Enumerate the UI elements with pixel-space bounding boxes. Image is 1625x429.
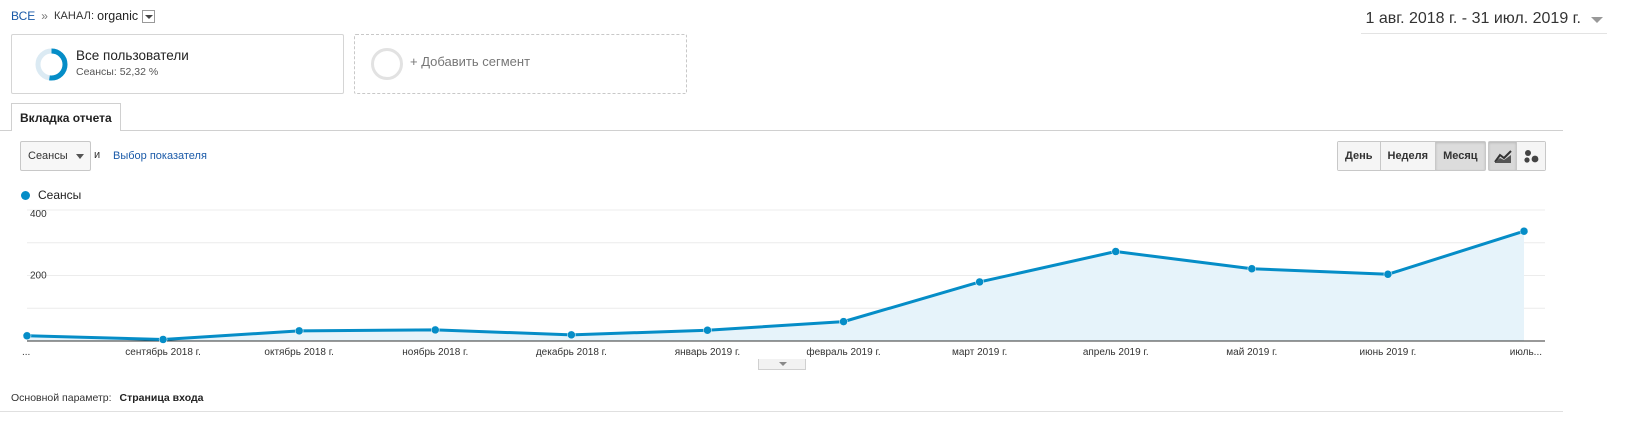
breadcrumb-separator: »: [41, 9, 48, 23]
segment-ring-icon: [35, 48, 68, 81]
channel-dropdown-button[interactable]: [142, 9, 156, 23]
date-range-picker[interactable]: 1 авг. 2018 г. - 31 июл. 2019 г.: [1361, 4, 1607, 34]
x-tick-label: июнь 2019 г.: [1359, 347, 1416, 358]
metric-and-label: и: [94, 149, 101, 161]
y-tick-label: 400: [30, 209, 47, 220]
sessions-line-chart: 400 200... сентябрь 2018 г. октябрь 2018 г.…: [22, 209, 1545, 358]
primary-dimension-value[interactable]: Страница входа: [119, 392, 204, 404]
x-tick-label: март 2019 г.: [952, 347, 1007, 358]
breadcrumb: ВСЕ » КАНАЛ: organic: [11, 9, 156, 23]
x-tick-label: декабрь 2018 г.: [536, 346, 607, 358]
primary-dimension: Основной параметр: Страница входа: [11, 392, 203, 404]
caret-down-icon: [76, 154, 84, 159]
period-toggle: День Неделя Месяц: [1337, 141, 1486, 171]
data-point: [1383, 270, 1393, 279]
tab-report[interactable]: Вкладка отчета: [11, 103, 121, 131]
x-tick-label: сентябрь 2018 г.: [125, 346, 201, 358]
data-point: [975, 277, 984, 287]
x-tick-label: октябрь 2018 г.: [264, 346, 334, 358]
select-metric-link[interactable]: Выбор показателя: [113, 150, 207, 162]
add-segment-label: + Добавить сегмент: [410, 54, 531, 69]
y-tick-label: 200: [30, 271, 47, 282]
x-tick-label: апрель 2019 г.: [1083, 347, 1149, 358]
data-point: [567, 330, 576, 340]
segment-all-users[interactable]: Все пользователи Сеансы: 52,32 %: [11, 34, 344, 94]
data-point: [431, 325, 440, 335]
motion-chart-icon: [1524, 150, 1539, 163]
breadcrumb-all-link[interactable]: ВСЕ: [11, 9, 36, 23]
chart-view-toggle: [1488, 141, 1546, 171]
data-point: [1519, 226, 1529, 236]
empty-segment-ring-icon: [371, 48, 403, 80]
period-week-button[interactable]: Неделя: [1380, 142, 1437, 170]
chevron-down-icon: [1591, 17, 1603, 23]
x-tick-label: ноябрь 2018 г.: [402, 346, 468, 358]
data-point: [839, 317, 848, 326]
line-chart-button[interactable]: [1489, 142, 1517, 170]
data-point: [1247, 264, 1257, 273]
legend-series-label: Сеансы: [38, 188, 82, 202]
primary-dimension-label: Основной параметр:: [11, 392, 112, 404]
breadcrumb-channel-label: КАНАЛ:: [53, 10, 95, 22]
line-chart-icon: [1493, 150, 1512, 163]
period-day-button[interactable]: День: [1338, 142, 1381, 170]
series-line: [26, 229, 1525, 341]
date-range-label: 1 авг. 2018 г. - 31 июл. 2019 г.: [1365, 9, 1581, 27]
breadcrumb-channel-value: organic: [97, 9, 139, 23]
data-point: [294, 326, 304, 336]
x-tick-label: февраль 2019 г.: [806, 346, 880, 358]
legend-series-dot: [21, 190, 30, 200]
add-segment-button[interactable]: + Добавить сегмент: [354, 34, 687, 94]
data-point: [1111, 247, 1120, 256]
tab-divider: [0, 130, 1563, 131]
chart-expand-handle[interactable]: [758, 359, 806, 370]
series-area: [27, 231, 1524, 341]
segment-title: Все пользователи: [76, 48, 189, 63]
data-point: [703, 325, 712, 335]
segment-subtitle: Сеансы: 52,32 %: [76, 66, 159, 78]
metric-select[interactable]: Сеансы: [20, 141, 91, 171]
metric-select-value: Сеансы: [28, 150, 68, 162]
motion-chart-button[interactable]: [1517, 142, 1545, 170]
x-tick-label: январь 2019 г.: [675, 347, 740, 358]
x-tick-label: май 2019 г.: [1226, 347, 1277, 358]
bottom-divider: [0, 411, 1563, 412]
data-point: [22, 331, 32, 341]
chart-legend: Сеансы: [21, 188, 81, 202]
x-tick-label: июль...: [1510, 347, 1542, 358]
period-month-button[interactable]: Месяц: [1436, 142, 1485, 170]
data-point: [158, 335, 168, 344]
x-tick-label: ...: [22, 347, 30, 358]
